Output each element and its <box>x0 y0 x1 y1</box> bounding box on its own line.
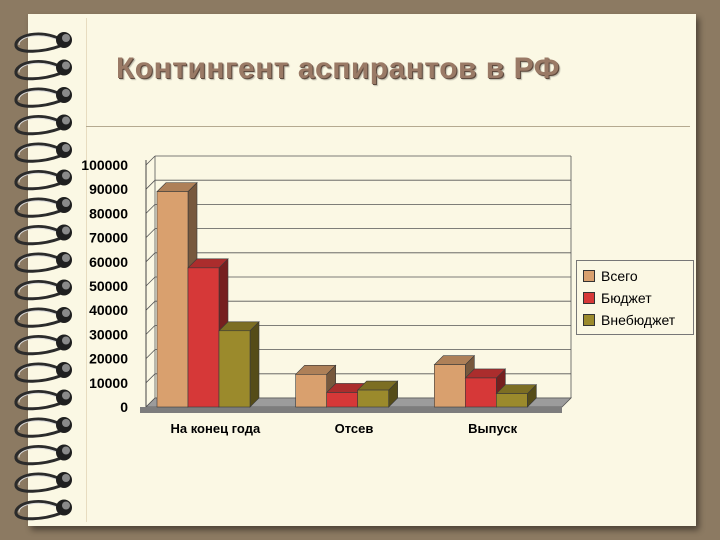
y-tick-label: 50000 <box>89 278 128 294</box>
spiral-binding-ring-icon <box>14 334 72 356</box>
y-tick-label: 70000 <box>89 230 128 246</box>
legend-swatch-budget <box>583 292 595 304</box>
bar <box>156 191 189 408</box>
y-tick-label: 20000 <box>89 351 128 367</box>
spiral-binding-ring-icon <box>14 417 72 438</box>
legend-swatch-extrabudget <box>583 314 595 326</box>
spiral-binding <box>14 32 72 521</box>
legend-item-extrabudget: Внебюджет <box>583 309 693 331</box>
legend-swatch-total <box>583 270 595 282</box>
gridline-side <box>145 325 156 335</box>
gridline-side <box>145 373 156 384</box>
bar <box>357 389 389 408</box>
chart-legend: Всего Бюджет Внебюджет <box>576 260 694 335</box>
y-tick-label: 0 <box>120 399 128 415</box>
spiral-binding-ring-icon <box>14 307 72 328</box>
gridline-side <box>145 252 156 263</box>
y-tick-label: 90000 <box>89 181 128 197</box>
y-tick-label: 60000 <box>89 254 128 270</box>
legend-label-extrabudget: Внебюджет <box>601 312 676 328</box>
spiral-binding-ring-icon <box>14 252 72 273</box>
gridline-side <box>145 228 156 238</box>
bar <box>465 377 497 408</box>
gridline-side <box>145 204 156 214</box>
legend-label-total: Всего <box>601 268 638 284</box>
page-margin-line <box>86 18 87 522</box>
bar <box>326 392 358 408</box>
slide-title: Контингент аспирантов в РФ <box>116 52 560 85</box>
x-tick-label: На конец года <box>170 421 260 436</box>
spiral-binding-ring-icon <box>14 362 72 383</box>
bar <box>187 267 220 408</box>
bar <box>496 393 528 408</box>
spiral-binding-ring-icon <box>14 114 72 136</box>
spiral-binding-ring-icon <box>14 444 72 466</box>
bar <box>218 330 251 408</box>
chart-floor-edge <box>140 407 562 413</box>
spiral-binding-ring-icon <box>14 279 72 301</box>
spiral-binding-ring-icon <box>14 32 72 53</box>
title-divider <box>86 126 690 127</box>
spiral-binding-ring-icon <box>14 224 72 246</box>
spiral-binding-ring-icon <box>14 87 72 108</box>
y-tick-label: 40000 <box>89 302 128 318</box>
legend-item-budget: Бюджет <box>583 287 693 309</box>
spiral-binding-ring-icon <box>14 169 72 191</box>
bar <box>295 374 327 408</box>
spiral-binding-ring-icon <box>14 197 72 218</box>
spiral-binding-ring-icon <box>14 59 72 81</box>
spiral-binding-ring-icon <box>14 142 72 163</box>
x-tick-label: Выпуск <box>468 421 517 436</box>
gridline-side <box>145 349 156 359</box>
legend-item-total: Всего <box>583 265 693 287</box>
y-tick-label: 30000 <box>89 326 128 342</box>
gridline-side <box>145 155 156 166</box>
gridline-side <box>145 300 156 311</box>
x-tick-label: Отсев <box>335 421 374 436</box>
y-tick-label: 100000 <box>81 157 128 173</box>
gridline-side <box>145 179 156 190</box>
bar <box>434 364 466 408</box>
y-tick-label: 10000 <box>89 375 128 391</box>
gridline-side <box>145 276 156 287</box>
bar-side <box>249 321 260 408</box>
legend-label-budget: Бюджет <box>601 290 652 306</box>
spiral-binding-ring-icon <box>14 499 72 521</box>
y-tick-label: 80000 <box>89 205 128 221</box>
spiral-binding-ring-icon <box>14 472 72 493</box>
spiral-binding-ring-icon <box>14 389 72 411</box>
